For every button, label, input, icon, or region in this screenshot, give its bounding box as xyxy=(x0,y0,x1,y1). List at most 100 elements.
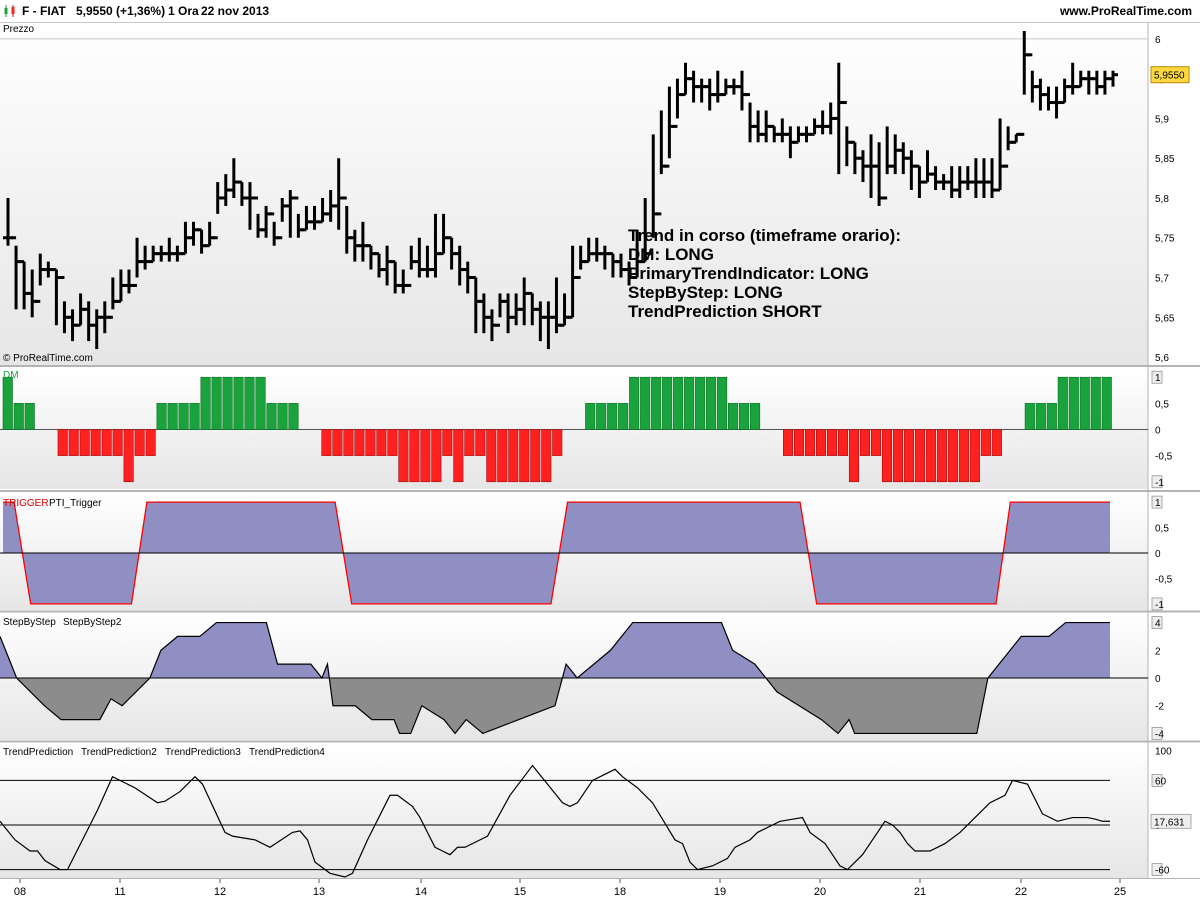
x-tick-label: 15 xyxy=(514,886,526,898)
dm-bar xyxy=(101,429,112,456)
dm-panel-title: DM xyxy=(3,370,19,381)
dm-bar xyxy=(804,429,816,456)
dm-bar xyxy=(486,429,497,483)
dm-bar xyxy=(200,376,211,430)
trendprediction-ytick-box xyxy=(1151,863,1163,876)
dm-bar xyxy=(1024,403,1035,430)
trigger-line xyxy=(3,501,1110,605)
dm-bar xyxy=(980,429,991,456)
dm-bar xyxy=(255,376,266,430)
dm-bar xyxy=(947,429,958,483)
x-tick-label: 08 xyxy=(14,886,26,898)
stepbystep-ytick-box xyxy=(1151,616,1163,629)
dm-bar xyxy=(585,403,596,430)
dm-ytick-box xyxy=(1151,370,1163,384)
dm-bar xyxy=(2,376,13,430)
dm-bar xyxy=(57,429,68,456)
price-ytick: 5,85 xyxy=(1155,154,1175,165)
price-panel-title: Prezzo xyxy=(3,24,35,35)
annotation-line-3: PrimaryTrendIndicator: LONG xyxy=(628,264,869,283)
dm-bar xyxy=(1046,403,1057,430)
dm-bar xyxy=(859,429,871,456)
x-tick-label: 14 xyxy=(415,886,427,898)
dm-bar xyxy=(343,429,354,456)
trigger-ytick-box xyxy=(1151,495,1163,509)
dm-bar xyxy=(1035,403,1046,430)
stepbystep-ytick-box xyxy=(1151,727,1163,740)
trendprediction-series-name-4: TrendPrediction4 xyxy=(249,747,325,758)
dm-bar xyxy=(167,403,178,430)
trendprediction-series-name-2: TrendPrediction2 xyxy=(81,747,157,758)
dm-ytick: 0,5 xyxy=(1155,399,1169,410)
trendprediction-ytick: 60 xyxy=(1155,776,1167,787)
dm-bar xyxy=(991,429,1002,456)
trendprediction-ytick-box xyxy=(1151,774,1163,787)
dm-ytick: -1 xyxy=(1155,478,1164,489)
dm-bar xyxy=(431,429,442,483)
dm-bar xyxy=(354,429,365,456)
dm-bar xyxy=(13,403,24,430)
x-tick-label: 22 xyxy=(1015,886,1027,898)
x-tick-label: 18 xyxy=(614,886,626,898)
price-ytick: 5,75 xyxy=(1155,234,1175,245)
dm-bar xyxy=(903,429,914,483)
timeframe-label: 1 Ora xyxy=(168,4,199,18)
dm-bar xyxy=(1079,376,1090,430)
dm-bar xyxy=(497,429,508,483)
dm-bar xyxy=(607,403,618,430)
dm-bar xyxy=(662,376,673,430)
dm-bar xyxy=(453,429,464,483)
dm-bar xyxy=(79,429,90,456)
dm-bar xyxy=(475,429,486,456)
dm-bar xyxy=(277,403,288,430)
dm-bar xyxy=(222,376,233,430)
website-label: www.ProRealTime.com xyxy=(1059,4,1192,18)
dm-bar xyxy=(519,429,530,483)
trendprediction-panel xyxy=(0,743,1148,878)
dm-bar xyxy=(1090,376,1101,430)
dm-bar xyxy=(244,376,255,430)
dm-bar xyxy=(969,429,980,483)
dm-bar xyxy=(24,403,35,430)
dm-bar xyxy=(112,429,123,456)
dm-bar xyxy=(530,429,541,483)
dm-bar xyxy=(848,429,860,483)
title-bar: F - FIAT 5,9550 (+1,36%) 1 Ora 22 nov 20… xyxy=(0,0,1200,23)
dm-bar xyxy=(684,376,695,430)
x-tick-label: 20 xyxy=(814,886,826,898)
dm-bar xyxy=(123,429,134,483)
dm-bar xyxy=(178,403,189,430)
trigger-series-name: PTI_Trigger xyxy=(49,498,102,509)
trendprediction-last-value: 17,631 xyxy=(1154,817,1185,828)
dm-bar xyxy=(376,429,387,456)
dm-bar xyxy=(266,403,277,430)
dm-bar xyxy=(728,403,739,430)
last-price-label: 5,9550 xyxy=(1154,71,1185,82)
price-ytick: 5,8 xyxy=(1155,194,1169,205)
x-tick-label: 11 xyxy=(114,886,125,898)
dm-bar xyxy=(695,376,706,430)
dm-bar xyxy=(793,429,805,456)
symbol-label: F - FIAT xyxy=(22,4,66,18)
dm-bar xyxy=(211,376,222,430)
annotation-line-2: DM: LONG xyxy=(628,245,714,264)
stepbystep-ytick: -4 xyxy=(1155,729,1164,740)
price-ytick: 5,65 xyxy=(1155,313,1175,324)
dm-bar xyxy=(739,403,750,430)
dm-bar xyxy=(826,429,838,456)
date-label: 22 nov 2013 xyxy=(201,4,270,18)
dm-bar xyxy=(618,403,629,430)
stepbystep-ytick: -2 xyxy=(1155,702,1164,713)
stepbystep-panel-title: StepByStep xyxy=(3,617,56,628)
trendprediction-line xyxy=(0,764,1110,878)
dm-bar xyxy=(442,429,453,456)
x-tick-label: 13 xyxy=(313,886,325,898)
annotation-line-4: StepByStep: LONG xyxy=(628,283,783,302)
dm-bar xyxy=(815,429,827,456)
x-tick-label: 19 xyxy=(714,886,726,898)
dm-bar xyxy=(134,429,145,456)
annotation-line-5: TrendPrediction SHORT xyxy=(628,302,822,321)
dm-bar xyxy=(409,429,420,483)
trigger-ytick: 0 xyxy=(1155,549,1161,560)
dm-bar xyxy=(464,429,475,456)
